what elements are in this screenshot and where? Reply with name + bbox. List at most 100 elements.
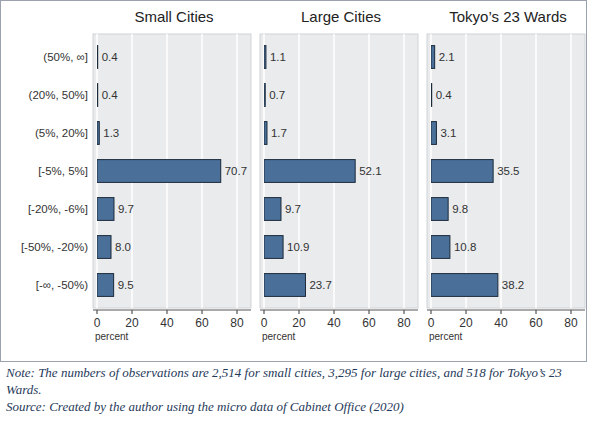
category-label: [-∞, -50%) [36, 279, 88, 291]
data-label: 0.7 [269, 89, 285, 101]
bar [264, 46, 266, 69]
data-label: 10.9 [287, 241, 309, 253]
category-label: (50%, ∞] [43, 51, 88, 63]
source: Source: Created by the author using the … [6, 398, 591, 415]
grid-line [570, 34, 572, 308]
panel-title: Large Cities [301, 8, 381, 25]
data-label: 1.7 [271, 127, 287, 139]
data-label: 2.1 [439, 51, 455, 63]
category-label: (5%, 20%] [35, 127, 88, 139]
tick [167, 310, 168, 314]
data-label: 9.7 [118, 203, 134, 215]
tick [431, 310, 432, 314]
tick-label: 40 [327, 316, 341, 330]
data-label: 3.1 [440, 127, 456, 139]
tick [264, 310, 265, 314]
panel-title: Tokyo’s 23 Wards [449, 8, 567, 25]
tick [97, 310, 98, 314]
bar [431, 122, 436, 145]
tick-label: 80 [397, 316, 411, 330]
data-label: 9.5 [118, 279, 134, 291]
axis-label: percent [95, 331, 129, 342]
panel-title: Small Cities [134, 8, 213, 25]
tick-label: 20 [292, 316, 306, 330]
tick-label: 60 [195, 316, 209, 330]
category-label: [-50%, -20%) [21, 241, 88, 253]
bar [431, 274, 498, 297]
data-label: 0.4 [436, 89, 453, 101]
tick [237, 310, 238, 314]
tick-label: 60 [529, 316, 543, 330]
axis-label: percent [262, 331, 296, 342]
tick-label: 0 [428, 316, 435, 330]
bar [431, 236, 450, 259]
category-label: (20%, 50%] [29, 89, 88, 101]
bar [431, 46, 435, 69]
data-label: 1.1 [270, 51, 286, 63]
bar [97, 274, 114, 297]
tick-label: 40 [160, 316, 174, 330]
bar [97, 122, 99, 145]
tick-label: 20 [459, 316, 473, 330]
bars [97, 46, 221, 297]
frame [1, 1, 587, 362]
data-label: 52.1 [359, 165, 381, 177]
data-label: 70.7 [225, 165, 247, 177]
bar [97, 160, 221, 183]
plot-background [260, 34, 418, 308]
data-label: 0.4 [102, 51, 119, 63]
note: Note: The numbers of observations are 2,… [6, 364, 591, 398]
tick-label: 20 [125, 316, 139, 330]
bars [264, 46, 355, 297]
bar [431, 84, 432, 107]
bar [264, 274, 305, 297]
x-axis [427, 310, 585, 311]
tick-label: 0 [94, 316, 101, 330]
bar [97, 236, 111, 259]
x-axis [260, 310, 418, 311]
bar [264, 122, 267, 145]
bar [264, 236, 283, 259]
tick [571, 310, 572, 314]
bar [97, 46, 98, 69]
tick [466, 310, 467, 314]
tick [299, 310, 300, 314]
bar [431, 160, 493, 183]
data-label: 9.7 [285, 203, 301, 215]
tick [334, 310, 335, 314]
data-label: 8.0 [115, 241, 131, 253]
bar [431, 198, 448, 221]
tick [132, 310, 133, 314]
bar [264, 160, 355, 183]
chart: 0 20 40 60 80 percent Small Cities 0.4 (50%, ∞] 0… [0, 0, 600, 364]
tick [369, 310, 370, 314]
tick-label: 40 [494, 316, 508, 330]
data-label: 10.8 [454, 241, 476, 253]
grid-line [403, 34, 405, 308]
data-label: 35.5 [497, 165, 519, 177]
tick-label: 80 [564, 316, 578, 330]
data-label: 1.3 [103, 127, 119, 139]
tick [536, 310, 537, 314]
data-label: 9.8 [452, 203, 468, 215]
bar [264, 198, 281, 221]
category-label: [-20%, -6%] [28, 203, 88, 215]
data-label: 23.7 [309, 279, 331, 291]
tick [501, 310, 502, 314]
bar [264, 84, 265, 107]
data-label: 38.2 [502, 279, 524, 291]
plot-background [427, 34, 585, 308]
tick-label: 0 [261, 316, 268, 330]
grid-line [535, 34, 537, 308]
category-label: [-5%, 5%] [38, 165, 88, 177]
bars [431, 46, 498, 297]
data-label: 0.4 [102, 89, 119, 101]
bar [97, 198, 114, 221]
axis-label: percent [429, 331, 463, 342]
tick-label: 60 [362, 316, 376, 330]
plot-background [93, 34, 251, 308]
tick-label: 80 [230, 316, 244, 330]
x-axis [93, 310, 251, 311]
tick [202, 310, 203, 314]
bar [97, 84, 98, 107]
